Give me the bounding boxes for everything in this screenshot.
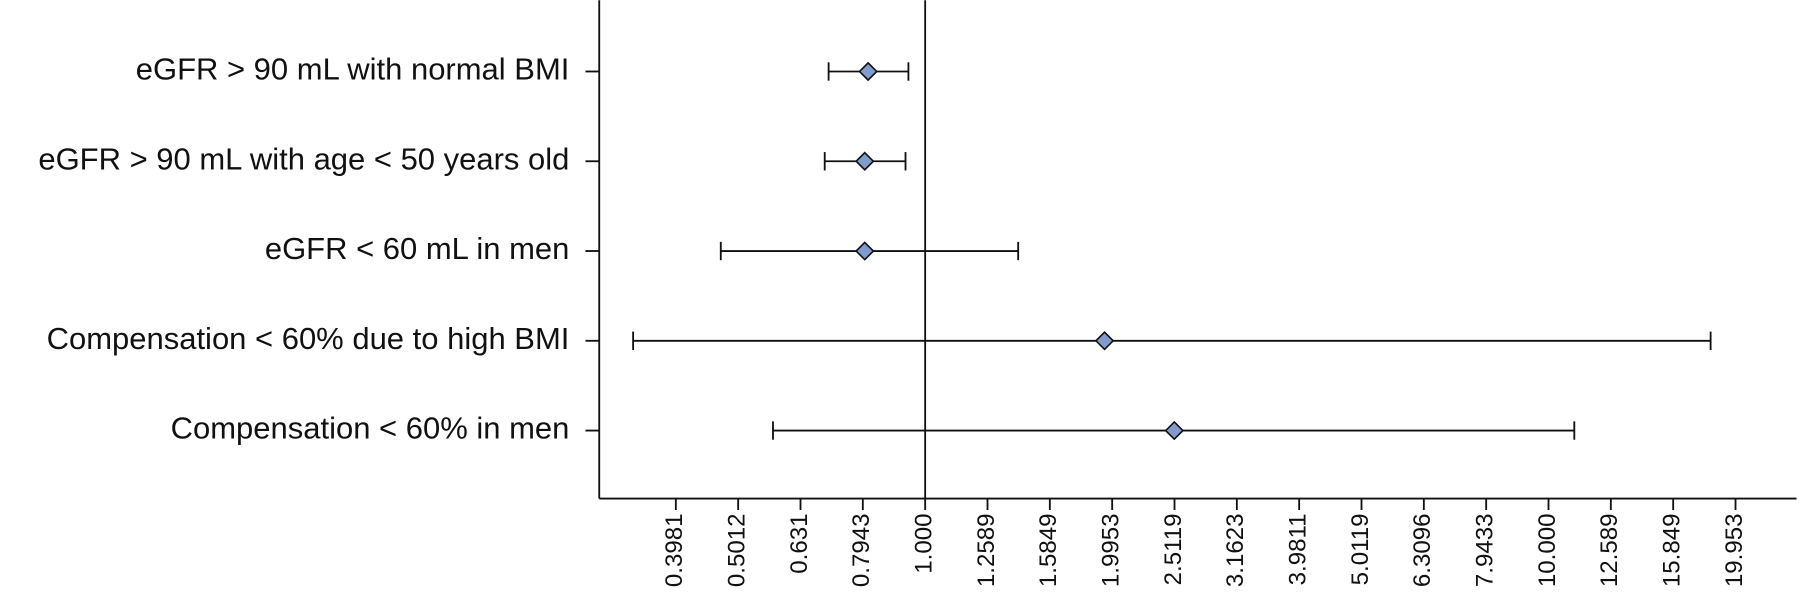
x-tick-label: 15.849 [1659, 513, 1686, 587]
x-tick-label: 12.589 [1596, 513, 1623, 587]
point [1094, 331, 1115, 351]
x-tick-label: 10.000 [1534, 513, 1561, 587]
category-label: Compensation < 60% in men [171, 411, 570, 446]
point [855, 151, 875, 171]
x-tick-label: 2.5119 [1160, 513, 1187, 585]
x-tick-label: 6.3096 [1409, 513, 1436, 587]
point [858, 61, 878, 82]
category-label: eGFR > 90 mL with age < 50 years old [38, 141, 569, 176]
x-tick-label: 1.5849 [1035, 513, 1062, 587]
x-tick-label: 5.0119 [1347, 513, 1374, 585]
category-label: eGFR < 60 mL in men [265, 231, 570, 266]
x-tick-label: 1.2589 [973, 513, 1000, 587]
category-label: Compensation < 60% due to high BMI [47, 321, 570, 356]
point [1164, 420, 1185, 441]
x-tick-label: 19.953 [1721, 513, 1748, 587]
x-tick-label: 0.3981 [661, 513, 688, 587]
x-tick-label: 3.9811 [1285, 513, 1312, 585]
x-tick-label: 0.631 [786, 513, 813, 573]
x-tick-label: 1.9953 [1098, 513, 1125, 587]
x-tick-label: 7.9433 [1472, 513, 1499, 587]
x-tick-label: 0.5012 [724, 513, 751, 587]
category-label: eGFR > 90 mL with normal BMI [136, 52, 570, 87]
x-tick-label: 0.7943 [848, 513, 875, 587]
x-tick-label: 3.1623 [1222, 513, 1249, 587]
x-tick-label: 1.000 [911, 513, 938, 573]
point [855, 241, 875, 261]
